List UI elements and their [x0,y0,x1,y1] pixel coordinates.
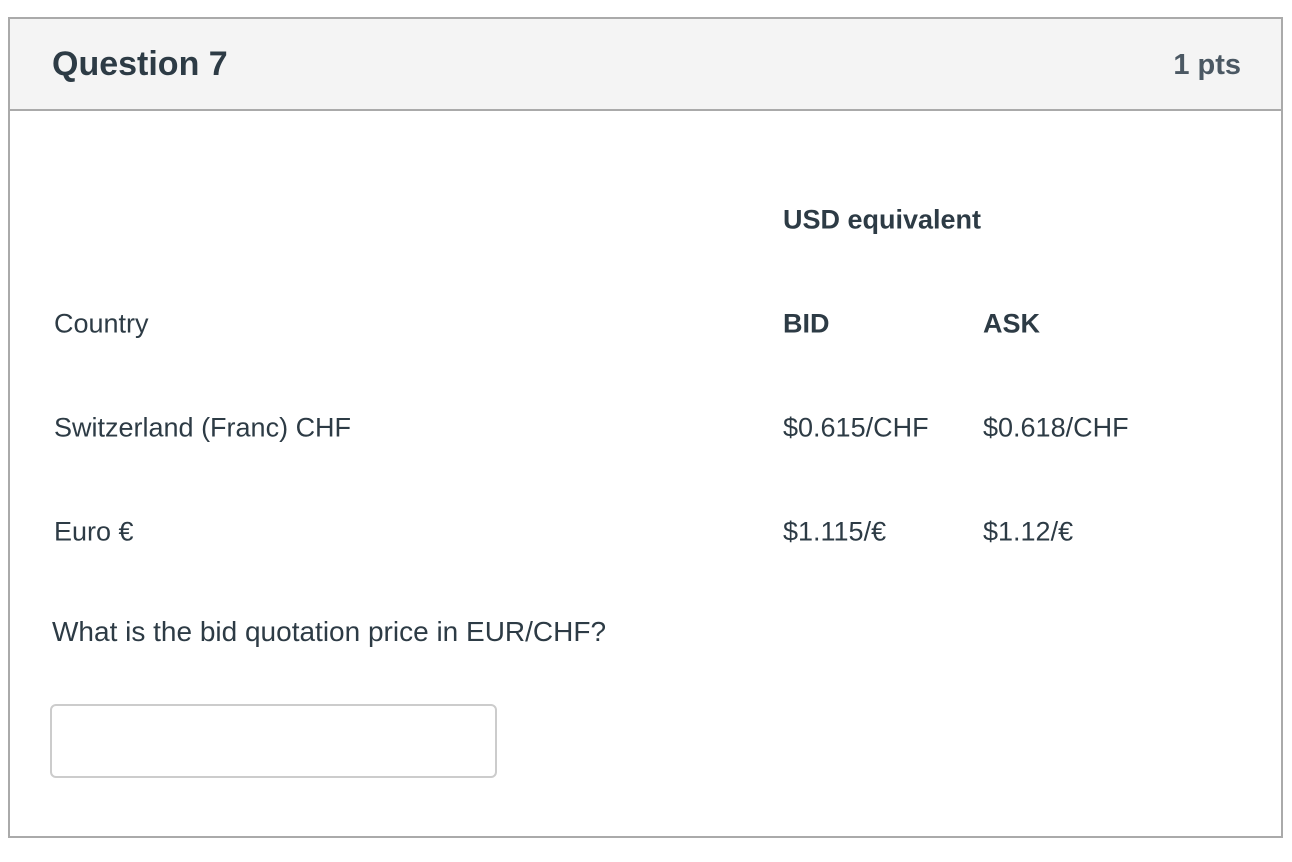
row-country: Switzerland (Franc) CHF [54,412,352,443]
bid-header: BID [783,308,830,339]
question-prompt: What is the bid quotation price in EUR/C… [52,616,607,647]
question-header: Question 7 1 pts [10,19,1281,111]
question-points: 1 pts [1173,49,1241,81]
question-card: Question 7 1 pts [8,17,1283,838]
ask-header: ASK [983,308,1041,339]
usd-equivalent-header: USD equivalent [783,204,982,235]
row-ask: $1.12/€ [983,516,1074,547]
row-ask: $0.618/CHF [983,412,1129,443]
answer-input[interactable] [50,704,497,778]
country-header: Country [54,308,149,339]
row-country: Euro € [54,516,134,547]
row-bid: $0.615/CHF [783,412,929,443]
row-bid: $1.115/€ [783,516,887,547]
question-title: Question 7 [52,45,228,83]
